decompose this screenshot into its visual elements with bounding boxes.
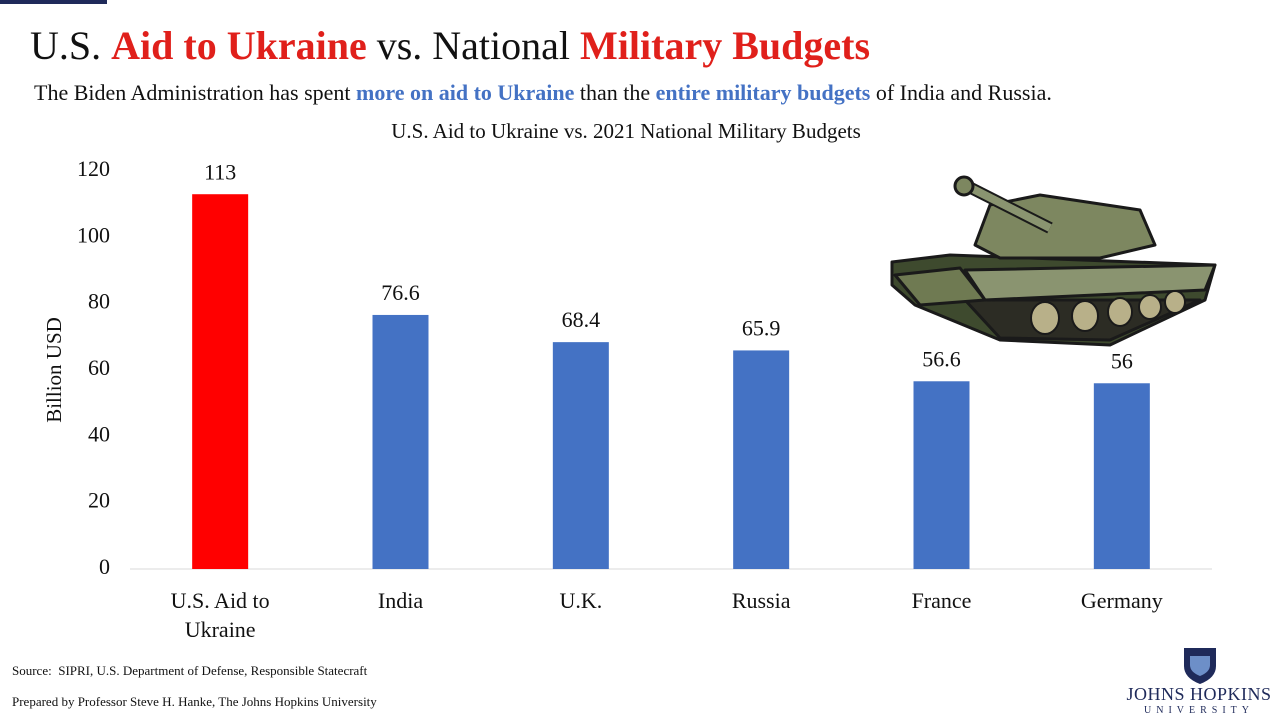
chart-title: U.S. Aid to Ukraine vs. 2021 National Mi… <box>391 119 861 143</box>
y-tick-label: 120 <box>77 156 110 181</box>
subtitle-part: more on aid to Ukraine <box>356 80 575 105</box>
x-tick-label: Germany <box>1080 588 1163 613</box>
title: U.S. Aid to Ukraine vs. National Militar… <box>30 22 870 69</box>
title-part: Military Budgets <box>580 23 871 68</box>
x-tick-label: U.S. Aid to Ukraine <box>170 588 270 642</box>
bar <box>552 342 609 569</box>
value-label: 68.4 <box>562 307 601 332</box>
y-tick-label: 100 <box>77 222 110 247</box>
value-label: 56 <box>1111 348 1133 373</box>
subtitle: The Biden Administration has spent more … <box>34 80 1052 106</box>
bar <box>913 381 970 569</box>
logo-shield <box>1184 648 1216 684</box>
tank-illustration <box>890 175 1217 347</box>
subtitle-part: of India and Russia. <box>870 80 1052 105</box>
bar <box>192 194 249 569</box>
value-label: 113 <box>204 159 236 184</box>
value-label: 76.6 <box>381 280 420 305</box>
y-tick-label: 20 <box>88 488 110 513</box>
x-tick-label: Russia <box>731 588 791 613</box>
subtitle-part: than the <box>574 80 656 105</box>
y-tick-label: 0 <box>99 554 110 579</box>
title-part: vs. National <box>366 23 581 68</box>
prepared-by: Prepared by Professor Steve H. Hanke, Th… <box>12 694 377 709</box>
title-part: Aid to Ukraine <box>111 23 367 68</box>
bar <box>733 350 790 569</box>
bar <box>372 314 429 569</box>
title-part: U.S. <box>30 23 112 68</box>
value-label: 56.6 <box>922 346 961 371</box>
y-axis-label: Billion USD <box>42 317 66 423</box>
logo-sub: UNIVERSITY <box>1144 705 1254 716</box>
logo: JOHNS HOPKINS UNIVERSITY <box>1126 646 1272 716</box>
y-tick-label: 60 <box>88 355 110 380</box>
value-label: 65.9 <box>742 315 781 340</box>
y-tick-label: 40 <box>88 421 110 446</box>
y-tick-label: 80 <box>88 289 110 314</box>
logo-name: JOHNS HOPKINS <box>1126 684 1272 704</box>
x-tick-label: India <box>377 588 424 613</box>
subtitle-part: The Biden Administration has spent <box>34 80 357 105</box>
x-tick-label: France <box>911 588 972 613</box>
bar <box>1093 383 1150 569</box>
subtitle-part: entire military budgets <box>655 80 871 105</box>
top-bar <box>0 0 107 4</box>
x-tick-label: U.K. <box>559 588 603 613</box>
source-note: Source: SIPRI, U.S. Department of Defens… <box>12 663 368 678</box>
